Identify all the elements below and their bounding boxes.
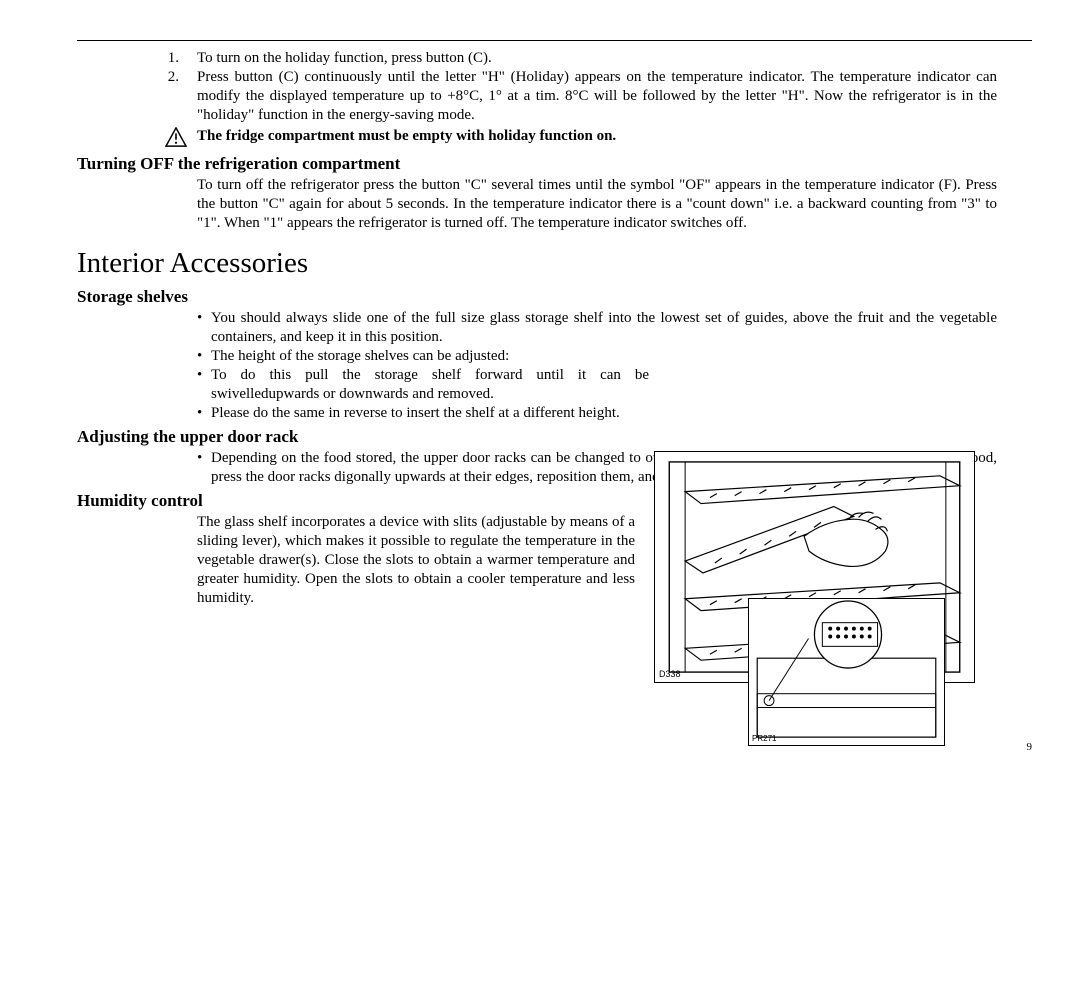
ol-num-1: 1. xyxy=(77,49,197,68)
storage-b4-text: Please do the same in reverse to insert … xyxy=(211,404,649,423)
ol-num-2: 2. xyxy=(77,68,197,125)
storage-bullet-2: • The height of the storage shelves can … xyxy=(77,347,997,366)
heading-storage-shelves: Storage shelves xyxy=(77,287,997,307)
storage-bullet-1: • You should always slide one of the ful… xyxy=(77,309,997,347)
warning-icon-wrap xyxy=(77,127,197,147)
bullet-icon: • xyxy=(197,366,211,404)
bullet-icon: • xyxy=(197,347,211,366)
manual-page: 1. To turn on the holiday function, pres… xyxy=(0,0,1080,763)
bullet-icon: • xyxy=(197,404,211,423)
ol-text-2: Press button (C) continuously until the … xyxy=(197,68,997,125)
figure-1-label: D338 xyxy=(659,669,681,679)
ol-item-2: 2. Press button (C) continuously until t… xyxy=(77,68,997,125)
warning-triangle-icon xyxy=(165,127,187,147)
humidity-diagram-placeholder xyxy=(778,840,975,992)
storage-b2-text: The height of the storage shelves can be… xyxy=(211,347,649,366)
turning-off-text: To turn off the refrigerator press the b… xyxy=(197,176,997,233)
ol-item-1: 1. To turn on the holiday function, pres… xyxy=(77,49,997,68)
heading-turning-off: Turning OFF the refrigeration compartmen… xyxy=(77,154,997,174)
humidity-diagram: PR271 xyxy=(748,598,945,746)
ol-text-1: To turn on the holiday function, press b… xyxy=(197,49,997,68)
heading-interior-accessories: Interior Accessories xyxy=(77,247,997,280)
figure-2-label: PR271 xyxy=(752,734,776,743)
storage-b1-text: You should always slide one of the full … xyxy=(211,309,997,347)
turning-off-para: To turn off the refrigerator press the b… xyxy=(77,176,997,233)
page-number: 9 xyxy=(1027,741,1033,753)
top-rule xyxy=(77,40,1032,41)
humidity-text: The glass shelf incorporates a device wi… xyxy=(197,513,635,608)
storage-bullet-3: • To do this pull the storage shelf forw… xyxy=(77,366,997,404)
storage-b3-text: To do this pull the storage shelf forwar… xyxy=(211,366,649,404)
warning-text: The fridge compartment must be empty wit… xyxy=(197,127,997,147)
bullet-icon: • xyxy=(197,449,211,487)
storage-bullet-4: • Please do the same in reverse to inser… xyxy=(77,404,997,423)
content-area: 1. To turn on the holiday function, pres… xyxy=(77,49,997,147)
humidity-diagram-svg xyxy=(749,599,944,745)
heading-adjusting-door-rack: Adjusting the upper door rack xyxy=(77,427,997,447)
bullet-icon: • xyxy=(197,309,211,347)
warning-row: The fridge compartment must be empty wit… xyxy=(77,127,997,147)
